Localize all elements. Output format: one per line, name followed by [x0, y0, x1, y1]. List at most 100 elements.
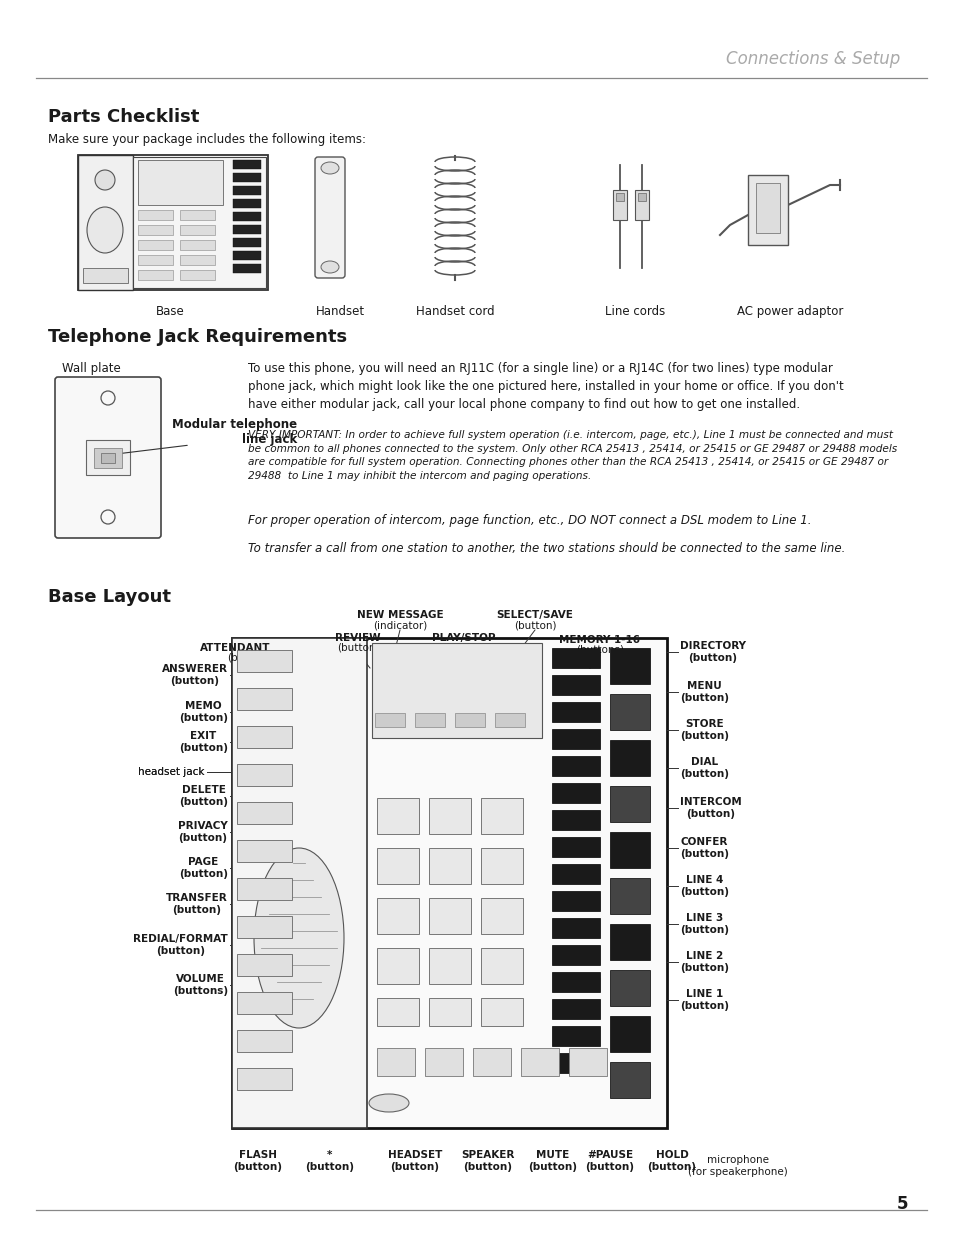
Text: MEMORY 1-16: MEMORY 1-16	[558, 635, 639, 645]
Text: Handset cord: Handset cord	[416, 305, 494, 317]
Bar	[233, 225, 261, 233]
Bar	[233, 199, 261, 207]
Bar	[236, 650, 292, 672]
Bar	[552, 701, 599, 722]
FancyBboxPatch shape	[55, 377, 161, 538]
Bar	[568, 1049, 606, 1076]
Bar	[429, 948, 471, 984]
Bar	[233, 238, 261, 247]
Text: (button): (button)	[442, 643, 485, 653]
Text: LINE 4
(button): LINE 4 (button)	[679, 876, 728, 897]
Text: (indicator): (indicator)	[373, 620, 427, 630]
Bar	[429, 848, 471, 884]
Text: DIRECTORY
(button): DIRECTORY (button)	[679, 641, 745, 663]
Text: MUTE
(button): MUTE (button)	[528, 1150, 577, 1172]
Text: 5: 5	[896, 1195, 907, 1213]
Text: VOLUME
(buttons): VOLUME (buttons)	[172, 974, 228, 995]
Bar	[138, 225, 172, 235]
Bar	[635, 190, 648, 220]
Bar	[480, 848, 522, 884]
Ellipse shape	[87, 207, 123, 253]
Text: DELETE
(button): DELETE (button)	[179, 785, 228, 806]
Bar	[415, 713, 444, 727]
Bar	[429, 998, 471, 1026]
Bar	[236, 992, 292, 1014]
Bar	[372, 643, 541, 739]
Bar	[233, 264, 261, 273]
Bar	[552, 890, 599, 911]
Bar	[552, 676, 599, 695]
Text: (button): (button)	[227, 653, 270, 663]
Text: LINE 1
(button): LINE 1 (button)	[679, 989, 728, 1010]
Bar	[236, 840, 292, 862]
Text: Base Layout: Base Layout	[48, 588, 171, 606]
Bar	[180, 225, 214, 235]
Bar	[232, 638, 367, 1128]
Bar	[180, 254, 214, 266]
Bar	[609, 1016, 649, 1052]
Text: CONFER
(button): CONFER (button)	[679, 837, 728, 858]
Bar	[429, 798, 471, 834]
Bar	[609, 832, 649, 868]
Text: #PAUSE
(button): #PAUSE (button)	[585, 1150, 634, 1172]
Bar	[552, 837, 599, 857]
Text: To use this phone, you will need an RJ11C (for a single line) or a RJ14C (for tw: To use this phone, you will need an RJ11…	[248, 362, 842, 411]
Bar	[138, 254, 172, 266]
Text: INTERCOM
(button): INTERCOM (button)	[679, 798, 741, 819]
Bar	[552, 648, 599, 668]
Bar	[552, 810, 599, 830]
Bar	[609, 648, 649, 684]
Bar	[78, 156, 132, 290]
Bar	[552, 945, 599, 965]
Text: PAGE
(button): PAGE (button)	[179, 857, 228, 879]
Bar	[376, 798, 418, 834]
Text: REDIAL/FORMAT
(button): REDIAL/FORMAT (button)	[133, 934, 228, 956]
Text: SPEAKER
(button): SPEAKER (button)	[461, 1150, 515, 1172]
Bar	[83, 268, 128, 283]
Bar	[233, 173, 261, 182]
Bar	[236, 1030, 292, 1052]
Bar	[552, 783, 599, 803]
Bar	[616, 193, 623, 201]
Bar	[552, 756, 599, 776]
Bar	[429, 898, 471, 934]
Text: For proper operation of intercom, page function, etc., DO NOT connect a DSL mode: For proper operation of intercom, page f…	[248, 514, 811, 527]
Bar	[609, 694, 649, 730]
Text: DIAL
(button): DIAL (button)	[679, 757, 728, 779]
Bar	[552, 972, 599, 992]
Text: (button): (button)	[514, 620, 556, 630]
Ellipse shape	[320, 162, 338, 174]
Bar	[78, 156, 268, 290]
Ellipse shape	[320, 261, 338, 273]
Ellipse shape	[253, 848, 344, 1028]
Bar	[236, 726, 292, 748]
Bar	[552, 729, 599, 748]
Text: REVIEW: REVIEW	[335, 634, 380, 643]
Text: (buttons): (buttons)	[576, 645, 623, 655]
Bar	[495, 713, 524, 727]
Bar	[480, 998, 522, 1026]
Bar	[132, 157, 266, 288]
Text: Wall plate: Wall plate	[62, 362, 121, 375]
Text: *
(button): * (button)	[305, 1150, 355, 1172]
Bar	[233, 212, 261, 221]
Bar	[376, 948, 418, 984]
Bar	[101, 453, 115, 463]
Bar	[473, 1049, 511, 1076]
Bar	[86, 440, 130, 475]
Text: EXIT
(button): EXIT (button)	[179, 731, 228, 753]
Text: Telephone Jack Requirements: Telephone Jack Requirements	[48, 329, 347, 346]
Text: TRANSFER
(button): TRANSFER (button)	[166, 893, 228, 915]
Text: HEADSET
(button): HEADSET (button)	[388, 1150, 442, 1172]
Text: (button): (button)	[336, 643, 379, 653]
Text: AC power adaptor: AC power adaptor	[736, 305, 842, 317]
Text: FLASH
(button): FLASH (button)	[233, 1150, 282, 1172]
Bar	[94, 448, 122, 468]
Text: Connections & Setup: Connections & Setup	[725, 49, 899, 68]
Bar	[236, 764, 292, 785]
Bar	[552, 1053, 599, 1073]
Bar	[609, 969, 649, 1007]
Text: To transfer a call from one station to another, the two stations should be conne: To transfer a call from one station to a…	[248, 542, 844, 555]
Bar	[609, 740, 649, 776]
Text: ANSWERER
(button): ANSWERER (button)	[162, 664, 228, 685]
